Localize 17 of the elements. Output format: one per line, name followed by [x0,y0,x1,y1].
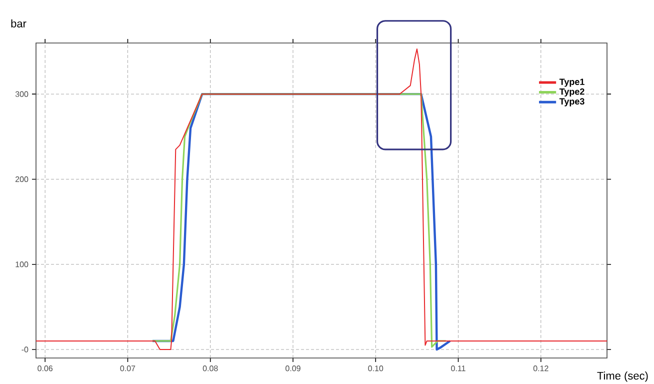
y-tick-label: 300 [15,91,28,97]
x-tick-label: 0.08 [202,366,218,372]
legend-label: Type3 [559,98,584,106]
line-series [36,48,608,350]
x-tick-label: 0.11 [451,366,466,372]
legend-label: Type1 [559,78,584,87]
x-tick-label: 0.07 [120,366,136,372]
x-tick-label: 0.06 [38,366,53,372]
y-tick-label: -0 [22,346,28,352]
x-tick-label: 0.12 [533,366,548,372]
y-tick-label: 200 [16,176,28,182]
y-tick-label: 100 [16,262,28,268]
x-tick-label: 0.10 [368,366,384,372]
y-axis-title: bar [11,19,26,28]
x-tick-label: 0.09 [286,366,300,372]
x-axis-title: Time (sec) [597,372,648,382]
legend-label: Type2 [559,88,584,97]
